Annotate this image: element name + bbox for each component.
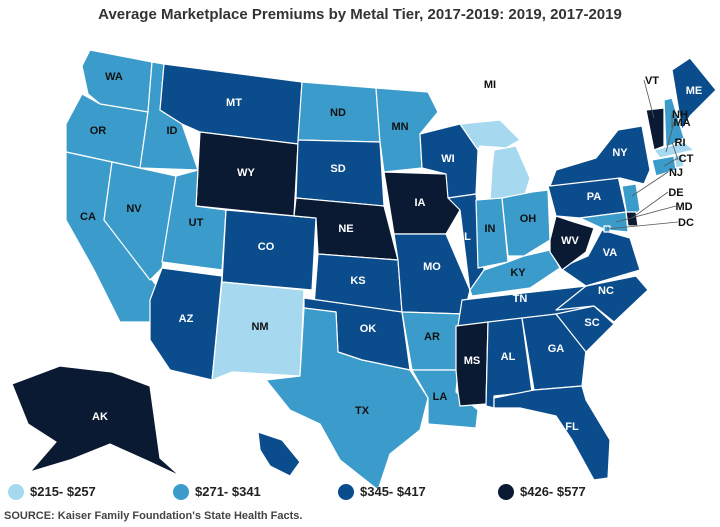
state-ME[interactable] — [671, 57, 717, 131]
state-IA[interactable] — [383, 171, 461, 235]
legend-swatch-1 — [173, 484, 189, 500]
state-label-MD: MD — [675, 201, 692, 213]
legend-label-1: $271- $341 — [195, 484, 261, 499]
state-label-MS: MS — [464, 355, 481, 367]
leader-line-CT — [663, 157, 679, 167]
state-label-ID: ID — [167, 125, 178, 137]
source-note: SOURCE: Kaiser Family Foundation's State… — [4, 510, 303, 522]
state-TX[interactable] — [265, 307, 429, 491]
state-label-SC: SC — [584, 317, 599, 329]
state-label-VT: VT — [645, 75, 659, 87]
map-title: Average Marketplace Premiums by Metal Ti… — [98, 6, 622, 23]
state-MO[interactable] — [393, 233, 471, 315]
state-MI-lp[interactable] — [489, 145, 531, 201]
state-label-SD: SD — [330, 163, 345, 175]
leader-line-DE — [631, 191, 669, 219]
legend: $215- $257 $271- $341 $345- $417 $426- $… — [8, 482, 586, 502]
state-MD[interactable] — [579, 211, 629, 233]
legend-swatch-3 — [498, 484, 514, 500]
state-label-ME: ME — [686, 85, 703, 97]
state-label-MO: MO — [423, 261, 441, 273]
state-label-KS: KS — [350, 275, 365, 287]
state-label-MN: MN — [391, 121, 408, 133]
state-VA[interactable] — [559, 229, 641, 287]
state-label-WI: WI — [441, 153, 454, 165]
state-label-MT: MT — [226, 97, 242, 109]
state-label-TX: TX — [355, 405, 370, 417]
state-label-NJ: NJ — [669, 167, 683, 179]
state-label-CO: CO — [258, 241, 275, 253]
state-AZ[interactable] — [149, 267, 223, 381]
state-label-MI: MI — [484, 79, 496, 91]
state-AK[interactable] — [11, 365, 181, 477]
leader-line-RI — [671, 141, 679, 161]
state-NM[interactable] — [211, 281, 305, 381]
state-label-VA: VA — [603, 247, 618, 259]
legend-swatch-2 — [338, 484, 354, 500]
state-label-ND: ND — [330, 107, 346, 119]
state-label-NY: NY — [612, 147, 628, 159]
state-WV[interactable] — [549, 215, 595, 271]
state-label-MA: MA — [673, 117, 690, 129]
state-label-TN: TN — [513, 293, 528, 305]
state-CO[interactable] — [221, 209, 317, 291]
legend-label-3: $426- $577 — [520, 484, 586, 499]
state-label-DE: DE — [668, 187, 683, 199]
leader-line-MD — [615, 205, 677, 223]
state-label-LA: LA — [433, 391, 448, 403]
state-label-CT: CT — [679, 153, 694, 165]
state-HI[interactable] — [257, 431, 301, 477]
leader-line-MA — [665, 121, 675, 153]
state-label-RI: RI — [675, 137, 686, 149]
state-FL[interactable] — [493, 385, 611, 481]
state-label-OR: OR — [90, 125, 107, 137]
state-label-WV: WV — [561, 235, 579, 247]
state-label-NC: NC — [598, 285, 614, 297]
state-label-AL: AL — [501, 351, 516, 363]
state-label-WA: WA — [105, 71, 123, 83]
legend-swatch-0 — [8, 484, 24, 500]
state-SC[interactable] — [555, 305, 615, 353]
state-RI[interactable] — [673, 153, 685, 169]
state-label-OH: OH — [520, 213, 537, 225]
state-label-DC: DC — [678, 217, 694, 229]
state-NV[interactable] — [103, 161, 177, 281]
leader-line-NJ — [631, 171, 669, 197]
state-label-UT: UT — [189, 217, 204, 229]
state-label-NH: NH — [672, 109, 688, 121]
state-MA[interactable] — [653, 141, 695, 159]
state-label-CA: CA — [80, 211, 96, 223]
state-label-FL: FL — [565, 421, 579, 433]
state-label-HI: HI — [291, 441, 302, 453]
state-label-GA: GA — [548, 343, 565, 355]
state-label-KY: KY — [510, 267, 526, 279]
state-GA[interactable] — [521, 313, 587, 391]
state-VT[interactable] — [645, 107, 665, 151]
legend-label-0: $215- $257 — [30, 484, 96, 499]
state-label-AR: AR — [424, 331, 440, 343]
state-label-IL: IL — [461, 231, 471, 243]
state-label-IN: IN — [485, 223, 496, 235]
state-label-OK: OK — [360, 323, 377, 335]
state-label-IA: IA — [415, 197, 426, 209]
leader-line-VT — [643, 79, 655, 119]
legend-label-2: $345- $417 — [360, 484, 426, 499]
state-label-NV: NV — [126, 203, 142, 215]
state-label-PA: PA — [587, 191, 602, 203]
state-label-AZ: AZ — [179, 313, 194, 325]
state-NY[interactable] — [549, 125, 651, 187]
state-label-AK: AK — [92, 411, 108, 423]
state-label-NE: NE — [338, 223, 353, 235]
state-label-NM: NM — [251, 321, 268, 333]
state-label-WY: WY — [237, 167, 255, 179]
leader-line-DC — [606, 221, 679, 230]
